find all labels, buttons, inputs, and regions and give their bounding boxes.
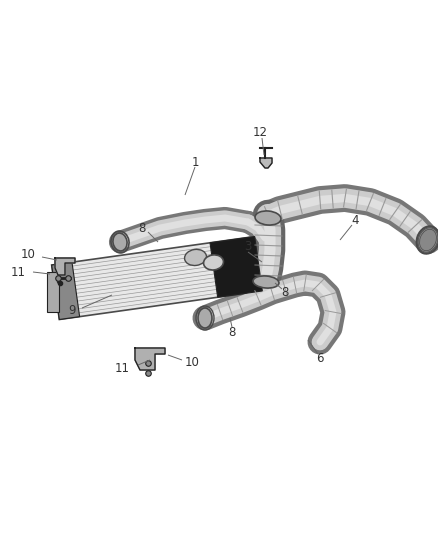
Ellipse shape (198, 308, 212, 328)
Polygon shape (52, 262, 80, 319)
Text: 8: 8 (228, 326, 236, 338)
Text: 10: 10 (184, 357, 199, 369)
Text: 10: 10 (21, 248, 35, 262)
Text: 12: 12 (252, 125, 268, 139)
Text: 8: 8 (281, 286, 289, 298)
Ellipse shape (184, 249, 206, 265)
Text: 11: 11 (11, 265, 25, 279)
Polygon shape (47, 272, 60, 312)
Text: 8: 8 (138, 222, 146, 235)
Text: 6: 6 (316, 351, 324, 365)
Text: 9: 9 (68, 303, 76, 317)
Polygon shape (135, 348, 165, 370)
Text: 1: 1 (191, 156, 199, 168)
Ellipse shape (417, 227, 438, 254)
Polygon shape (55, 258, 75, 275)
Ellipse shape (255, 211, 281, 225)
Polygon shape (210, 237, 262, 297)
Polygon shape (260, 158, 272, 168)
Ellipse shape (113, 233, 127, 251)
Text: 4: 4 (351, 214, 359, 227)
Text: 11: 11 (114, 361, 130, 375)
Ellipse shape (253, 276, 279, 288)
Polygon shape (52, 237, 262, 319)
Ellipse shape (204, 255, 223, 270)
Text: 3: 3 (244, 240, 252, 254)
